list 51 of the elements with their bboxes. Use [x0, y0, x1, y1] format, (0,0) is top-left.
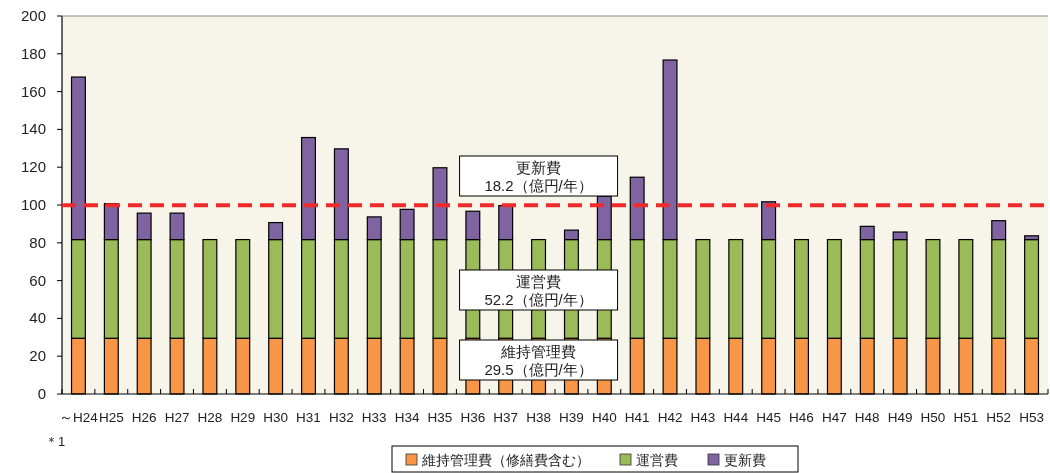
x-tick-label: H33: [361, 410, 387, 425]
x-tick-label: H36: [460, 410, 486, 425]
annotation: 運営費 52.2（億円/年）: [459, 269, 619, 311]
annotation: 維持管理費 29.5（億円/年）: [459, 339, 619, 381]
annotation: 維持管理費 29.5（億円/年）: [484, 343, 593, 378]
x-tick-label: H35: [427, 410, 453, 425]
legend-label: 維持管理費（修繕費含む）: [421, 452, 590, 468]
y-tick-label: 40: [29, 309, 46, 327]
x-tick-label: H45: [756, 410, 782, 425]
x-tick-label: H49: [887, 410, 913, 425]
x-tick-label: H28: [197, 410, 223, 425]
annotation: 更新費 18.2（億円/年）: [459, 155, 619, 197]
x-tick-label: H30: [263, 410, 289, 425]
annotation: 更新費 18.2（億円/年）: [484, 159, 593, 194]
y-tick-label: 200: [20, 7, 46, 24]
annotation: 運営費 52.2（億円/年）: [484, 273, 593, 308]
x-tick-label: H48: [854, 410, 880, 425]
x-tick-label: H37: [493, 410, 519, 425]
x-tick-label: H52: [986, 410, 1012, 425]
x-tick-label: H27: [164, 410, 190, 425]
x-tick-label: H41: [624, 410, 650, 425]
legend-label: 運営費: [636, 452, 678, 468]
x-tick-label: H39: [559, 410, 584, 425]
x-tick-label: H31: [296, 410, 321, 425]
x-tick-label: H29: [230, 410, 256, 425]
x-tick-label: H46: [789, 410, 814, 425]
y-tick-label: 140: [20, 120, 46, 138]
x-tick-label: H38: [526, 410, 551, 425]
x-tick-label: H40: [591, 410, 617, 425]
y-tick-label: 100: [20, 196, 46, 213]
x-tick-label: H42: [657, 410, 683, 425]
y-tick-label: 120: [20, 158, 46, 176]
y-tick-label: 60: [29, 271, 46, 289]
y-tick-label: 20: [29, 347, 46, 365]
text: ＊1: [45, 434, 66, 449]
y-tick-label: 160: [20, 82, 46, 100]
x-tick-label: H50: [920, 410, 946, 425]
x-tick-label: H51: [953, 410, 979, 425]
y-tick-label: 180: [20, 44, 46, 62]
x-tick-label: H34: [394, 410, 420, 425]
x-tick-label: H53: [1019, 410, 1044, 425]
x-tick-label: H25: [98, 410, 124, 425]
x-tick-label: H32: [328, 410, 354, 425]
x-tick-label: H47: [821, 410, 847, 425]
legend-label: 更新費: [724, 452, 766, 468]
x-tick-label: H44: [723, 410, 749, 425]
x-tick-label: H26: [131, 410, 157, 425]
y-tick-label: 0: [37, 385, 46, 402]
x-tick-label: ～H24: [59, 410, 99, 425]
x-tick-label: H43: [690, 410, 716, 425]
y-tick-label: 80: [29, 233, 46, 251]
